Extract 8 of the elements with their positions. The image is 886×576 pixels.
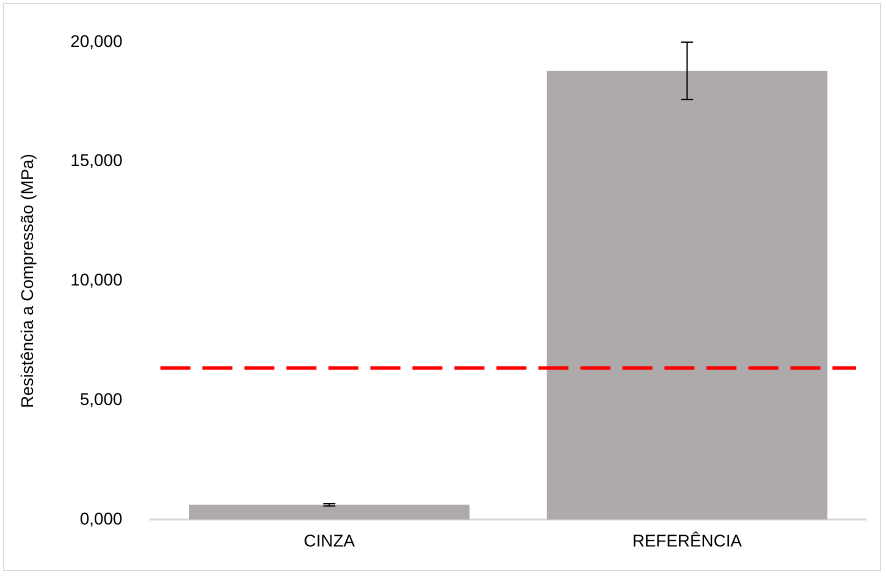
y-axis-title: Resistência a Compressão (MPa) [18,154,37,408]
y-tick-label: 5,000 [80,390,122,409]
y-tick-label: 20,000 [70,32,122,51]
x-tick-label: REFERÊNCIA [632,531,743,550]
y-tick-label: 10,000 [70,270,122,290]
y-tick-label: 15,000 [70,151,122,170]
y-tick-label: 0,000 [80,509,122,528]
x-tick-label: CINZA [304,531,356,550]
